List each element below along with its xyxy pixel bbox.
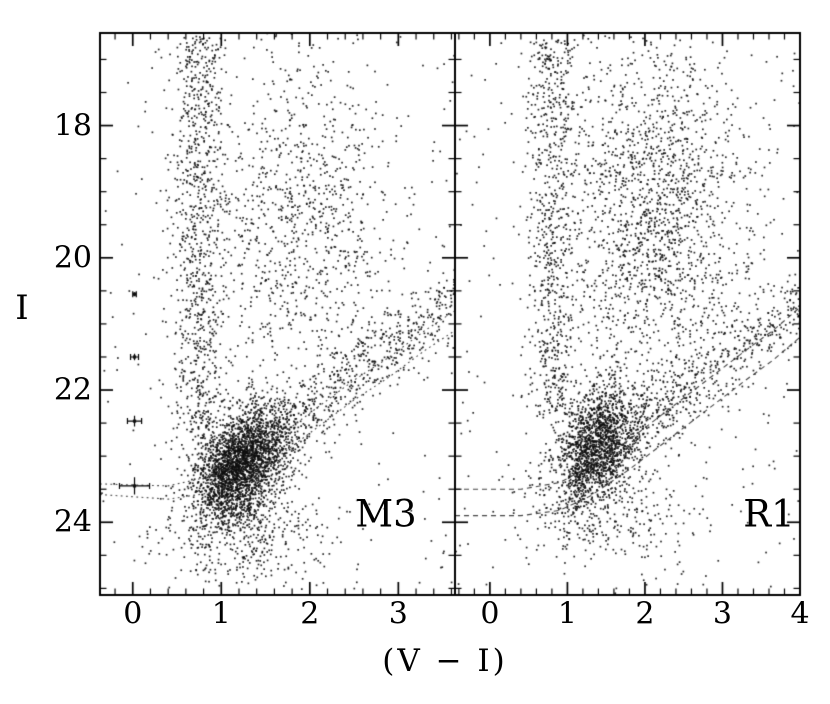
color-magnitude-diagram-figure: I (V − I) 0 1 2 3 M3 0 1 2 3 4 R1 18 20 22 24 [0, 0, 830, 704]
cmd-scatter-canvas [0, 0, 830, 704]
